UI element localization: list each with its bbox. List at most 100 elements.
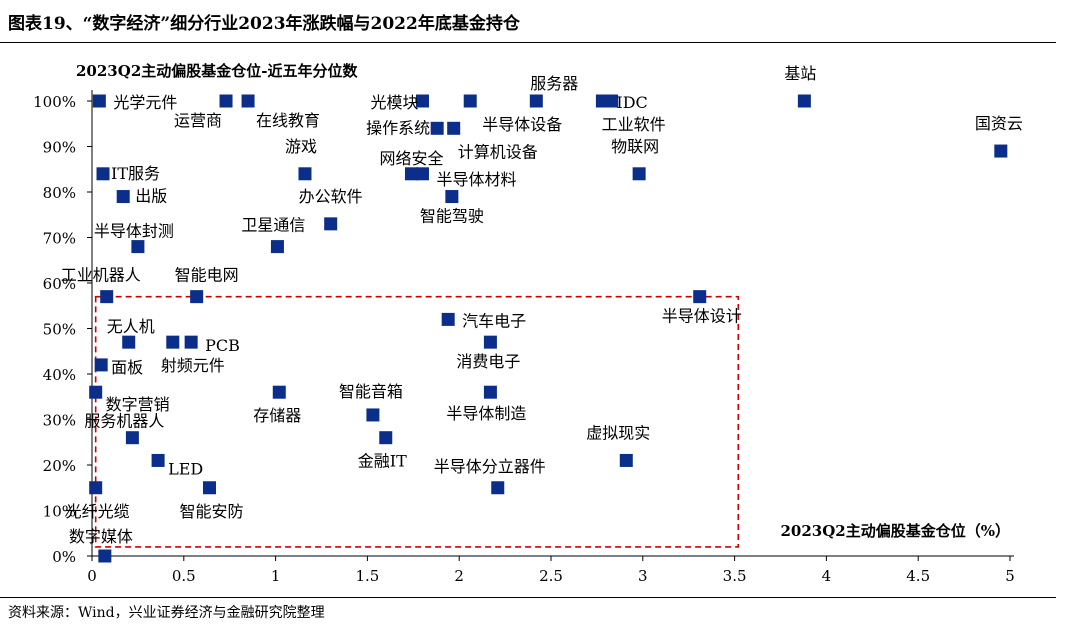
y-tick-label: 40% <box>43 366 76 384</box>
y-tick-label: 80% <box>43 184 76 202</box>
data-point-label: 数字媒体 <box>69 527 133 546</box>
data-point-marker <box>203 481 217 495</box>
data-point-marker <box>430 121 444 135</box>
data-point-label: 智能电网 <box>175 266 239 285</box>
data-point-marker <box>619 453 633 467</box>
x-tick-label: 1 <box>271 567 281 585</box>
data-point-label: 在线教育 <box>256 111 320 130</box>
data-point-label: 卫星通信 <box>241 216 305 235</box>
data-point-marker <box>241 94 255 108</box>
data-point-label: IDC <box>616 93 647 112</box>
data-point-marker <box>94 358 108 372</box>
data-point-marker <box>605 94 619 108</box>
y-tick-label: 20% <box>43 457 76 475</box>
x-tick-label: 4.5 <box>906 567 930 585</box>
highlight-box <box>94 295 740 548</box>
data-point-label: 游戏 <box>285 137 317 156</box>
data-point-label: 光模块 <box>370 93 418 112</box>
source-note: 资料来源：Wind，兴业证券经济与金融研究院整理 <box>8 605 325 621</box>
data-point-label: 消费电子 <box>456 352 520 371</box>
data-point-marker <box>270 240 284 254</box>
data-point-label: 存储器 <box>253 406 301 425</box>
x-tick-label: 2.5 <box>539 567 563 585</box>
data-point-marker <box>415 167 429 181</box>
data-point-label: LED <box>168 459 203 478</box>
figure-title: 图表19、“数字经济”细分行业2023年涨跌幅与2022年底基金持仓 <box>8 14 520 34</box>
data-point-marker <box>100 290 114 304</box>
data-point-marker <box>693 290 707 304</box>
data-point-label: 射频元件 <box>161 356 225 375</box>
data-point-marker <box>125 431 139 445</box>
data-point-label: 半导体分立器件 <box>434 457 546 476</box>
data-point-label: 汽车电子 <box>462 311 526 330</box>
data-point-marker <box>483 335 497 349</box>
y-axis-title: 2023Q2主动偏股基金仓位-近五年分位数 <box>76 62 358 80</box>
data-point-label: 半导体设备 <box>482 115 562 134</box>
y-tick-label: 50% <box>43 321 76 339</box>
data-point-label: 智能驾驶 <box>420 207 484 226</box>
data-point-marker <box>447 121 461 135</box>
x-tick-label: 2 <box>454 567 464 585</box>
data-point-marker <box>98 549 112 563</box>
x-tick-label: 3.5 <box>723 567 747 585</box>
data-point-label: 半导体设计 <box>662 307 742 326</box>
data-point-marker <box>797 94 811 108</box>
data-point-label: 半导体材料 <box>436 170 516 189</box>
data-point-label: 基站 <box>784 64 816 83</box>
data-point-label: 工业机器人 <box>61 266 141 285</box>
data-point-marker <box>491 481 505 495</box>
data-point-label: IT服务 <box>111 164 160 183</box>
y-tick-label: 100% <box>33 93 76 111</box>
data-point-label: 工业软件 <box>602 115 666 134</box>
data-point-label: 金融IT <box>358 452 407 471</box>
data-point-label: 服务器 <box>530 74 578 93</box>
y-tick-label: 30% <box>43 412 76 430</box>
data-point-marker <box>116 190 130 204</box>
data-point-label: 虚拟现实 <box>586 423 650 442</box>
data-point-label: 服务机器人 <box>84 412 164 431</box>
highlight-box-layer <box>94 295 740 548</box>
x-tick-label: 0.5 <box>172 567 196 585</box>
data-point-label: 网络安全 <box>379 149 443 168</box>
data-point-marker <box>324 217 338 231</box>
points-layer <box>89 94 1008 563</box>
data-point-label: 数字营销 <box>106 395 170 414</box>
data-point-marker <box>190 290 204 304</box>
x-tick-label: 1.5 <box>355 567 379 585</box>
data-point-marker <box>89 385 103 399</box>
x-tick-label: 3 <box>638 567 648 585</box>
data-point-label: 无人机 <box>107 317 155 336</box>
data-point-label: PCB <box>205 336 240 355</box>
data-point-label: 运营商 <box>174 111 222 130</box>
data-point-label: 出版 <box>135 187 167 206</box>
data-point-marker <box>219 94 233 108</box>
data-point-marker <box>994 144 1008 158</box>
data-point-label: 物联网 <box>611 137 659 156</box>
source-rule <box>0 597 1056 598</box>
data-point-marker <box>122 335 136 349</box>
data-point-marker <box>298 167 312 181</box>
data-point-marker <box>89 481 103 495</box>
data-point-marker <box>415 94 429 108</box>
data-point-label: 计算机设备 <box>458 142 538 161</box>
title-rule <box>0 42 1056 43</box>
data-point-label: 光纤光缆 <box>66 502 130 521</box>
data-point-marker <box>529 94 543 108</box>
y-tick-label: 0% <box>52 548 76 566</box>
data-point-marker <box>272 385 286 399</box>
data-point-marker <box>151 453 165 467</box>
y-tick-label: 60% <box>43 275 76 293</box>
data-point-marker <box>463 94 477 108</box>
data-point-marker <box>131 240 145 254</box>
y-tick-label: 70% <box>43 230 76 248</box>
data-point-marker <box>184 335 198 349</box>
data-point-label: 国资云 <box>975 114 1023 133</box>
data-point-marker <box>445 190 459 204</box>
data-point-label: 面板 <box>111 358 143 377</box>
data-point-label: 光学元件 <box>113 93 177 112</box>
data-point-marker <box>92 94 106 108</box>
data-point-marker <box>366 408 380 422</box>
x-tick-label: 0 <box>87 567 97 585</box>
